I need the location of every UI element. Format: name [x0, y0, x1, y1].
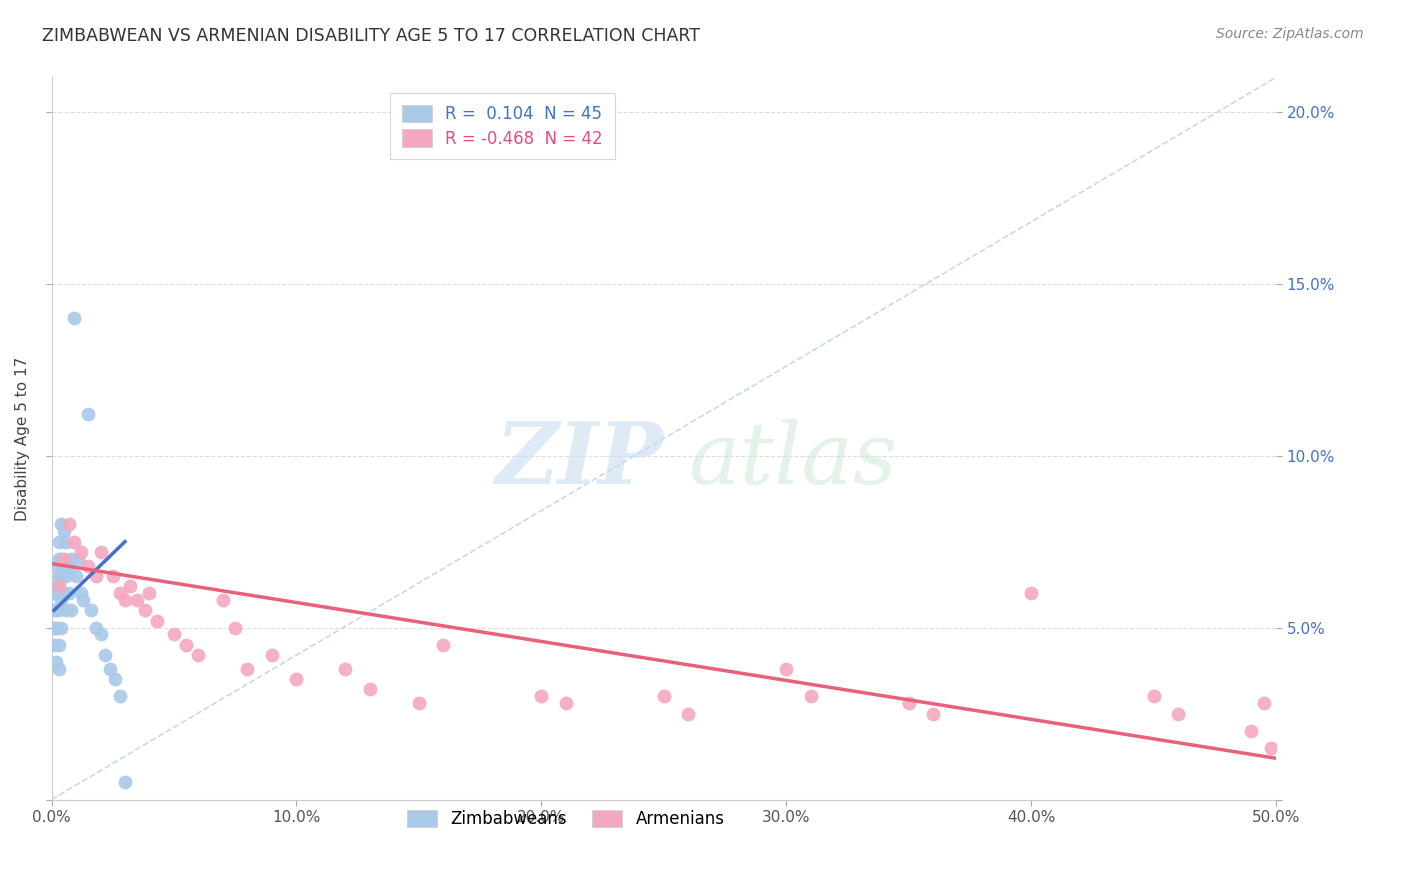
- Point: [55, 569, 77, 583]
- Point: [62, 311, 84, 326]
- Point: [897, 696, 920, 710]
- Point: [84, 621, 107, 635]
- Point: [51, 569, 73, 583]
- Point: [174, 638, 197, 652]
- Point: [922, 706, 945, 721]
- Point: [98, 662, 121, 676]
- Point: [72, 593, 94, 607]
- Point: [52, 586, 75, 600]
- Point: [52, 524, 75, 539]
- Point: [45, 558, 67, 573]
- Point: [652, 690, 675, 704]
- Point: [187, 648, 209, 662]
- Point: [51, 621, 73, 635]
- Point: [77, 558, 100, 573]
- Point: [70, 586, 93, 600]
- Text: Source: ZipAtlas.com: Source: ZipAtlas.com: [1216, 27, 1364, 41]
- Point: [48, 586, 70, 600]
- Point: [1142, 690, 1164, 704]
- Point: [127, 593, 149, 607]
- Point: [45, 621, 67, 635]
- Point: [1019, 586, 1042, 600]
- Point: [335, 662, 357, 676]
- Point: [58, 517, 80, 532]
- Point: [51, 551, 73, 566]
- Point: [42, 586, 65, 600]
- Point: [104, 672, 127, 686]
- Point: [285, 672, 308, 686]
- Point: [48, 603, 70, 617]
- Point: [146, 614, 169, 628]
- Point: [359, 682, 381, 697]
- Point: [89, 627, 111, 641]
- Point: [60, 551, 83, 566]
- Point: [236, 662, 259, 676]
- Point: [67, 551, 90, 566]
- Point: [45, 579, 67, 593]
- Point: [775, 662, 797, 676]
- Point: [58, 586, 80, 600]
- Point: [101, 569, 124, 583]
- Point: [51, 593, 73, 607]
- Point: [676, 706, 699, 721]
- Point: [55, 534, 77, 549]
- Point: [84, 569, 107, 583]
- Point: [530, 690, 553, 704]
- Point: [48, 534, 70, 549]
- Point: [48, 638, 70, 652]
- Point: [1253, 696, 1275, 710]
- Point: [45, 655, 67, 669]
- Point: [62, 534, 84, 549]
- Point: [94, 648, 117, 662]
- Point: [55, 603, 77, 617]
- Point: [224, 621, 246, 635]
- Point: [42, 638, 65, 652]
- Point: [212, 593, 235, 607]
- Point: [42, 621, 65, 635]
- Point: [58, 558, 80, 573]
- Text: ZIP: ZIP: [496, 418, 664, 502]
- Point: [408, 696, 430, 710]
- Point: [554, 696, 576, 710]
- Point: [134, 603, 156, 617]
- Point: [80, 603, 103, 617]
- Point: [52, 558, 75, 573]
- Text: ZIMBABWEAN VS ARMENIAN DISABILITY AGE 5 TO 17 CORRELATION CHART: ZIMBABWEAN VS ARMENIAN DISABILITY AGE 5 …: [42, 27, 700, 45]
- Point: [1240, 723, 1263, 738]
- Point: [60, 603, 83, 617]
- Point: [89, 545, 111, 559]
- Point: [48, 569, 70, 583]
- Point: [138, 586, 160, 600]
- Point: [108, 586, 131, 600]
- Point: [65, 569, 87, 583]
- Point: [48, 551, 70, 566]
- Point: [432, 638, 454, 652]
- Point: [118, 579, 141, 593]
- Point: [108, 690, 131, 704]
- Point: [70, 545, 93, 559]
- Y-axis label: Disability Age 5 to 17: Disability Age 5 to 17: [15, 357, 30, 521]
- Point: [51, 517, 73, 532]
- Legend: Zimbabweans, Armenians: Zimbabweans, Armenians: [401, 803, 731, 835]
- Point: [800, 690, 823, 704]
- Point: [42, 603, 65, 617]
- Point: [1260, 741, 1282, 756]
- Point: [163, 627, 186, 641]
- Point: [48, 662, 70, 676]
- Point: [114, 593, 136, 607]
- Point: [1167, 706, 1189, 721]
- Point: [260, 648, 283, 662]
- Text: atlas: atlas: [688, 419, 897, 501]
- Point: [45, 603, 67, 617]
- Point: [48, 579, 70, 593]
- Point: [77, 408, 100, 422]
- Point: [52, 551, 75, 566]
- Point: [114, 775, 136, 789]
